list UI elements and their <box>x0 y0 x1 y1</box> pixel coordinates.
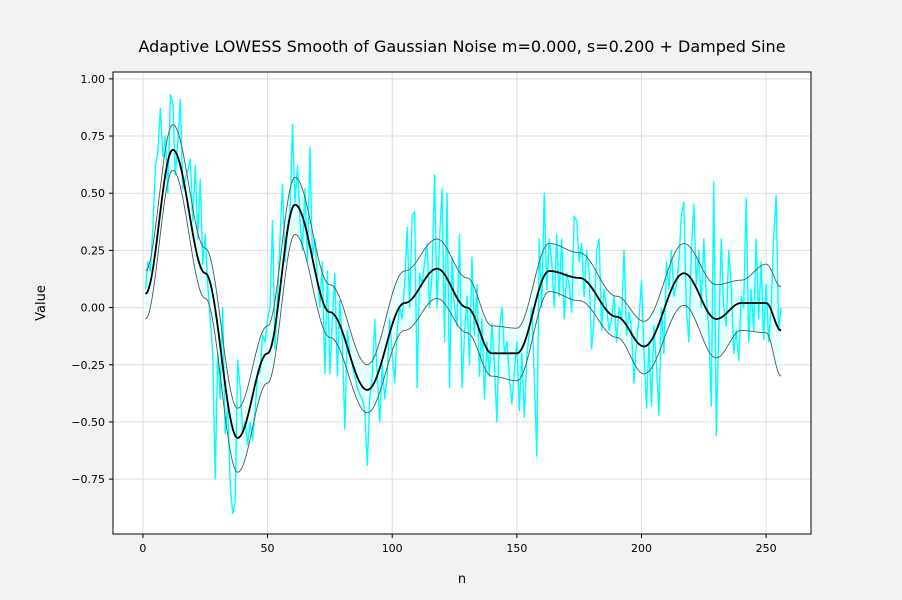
x-tick-label: 250 <box>756 542 777 555</box>
noisy-series-line <box>144 94 782 515</box>
y-tick-label: 0.00 <box>81 302 106 315</box>
chart-title: Adaptive LOWESS Smooth of Gaussian Noise… <box>138 37 785 56</box>
y-tick-label: −0.50 <box>71 416 105 429</box>
x-tick-label: 0 <box>139 542 146 555</box>
axis-ticks: 0 50 100 150 200 250 −0.75 −0.50 −0.25 0.00 0.25 0.… <box>71 73 776 555</box>
x-axis-label: n <box>458 572 466 587</box>
grid <box>113 72 811 534</box>
y-tick-label: 0.50 <box>81 187 106 200</box>
y-tick-label: −0.75 <box>71 473 105 486</box>
series-layer <box>144 94 782 515</box>
x-tick-label: 50 <box>261 542 275 555</box>
y-tick-label: 1.00 <box>81 73 106 86</box>
upper-band-line <box>145 124 782 409</box>
y-tick-label: 0.75 <box>81 130 106 143</box>
plot-frame <box>112 71 812 535</box>
x-tick-label: 200 <box>631 542 652 555</box>
x-tick-label: 100 <box>382 542 403 555</box>
x-tick-label: 150 <box>506 542 527 555</box>
y-axis-label: Value <box>34 285 49 321</box>
series-group <box>144 94 782 515</box>
lowess-smooth-line <box>144 148 782 439</box>
y-tick-label: −0.25 <box>71 359 105 372</box>
lower-band-line <box>145 169 782 473</box>
y-tick-label: 0.25 <box>81 244 106 257</box>
